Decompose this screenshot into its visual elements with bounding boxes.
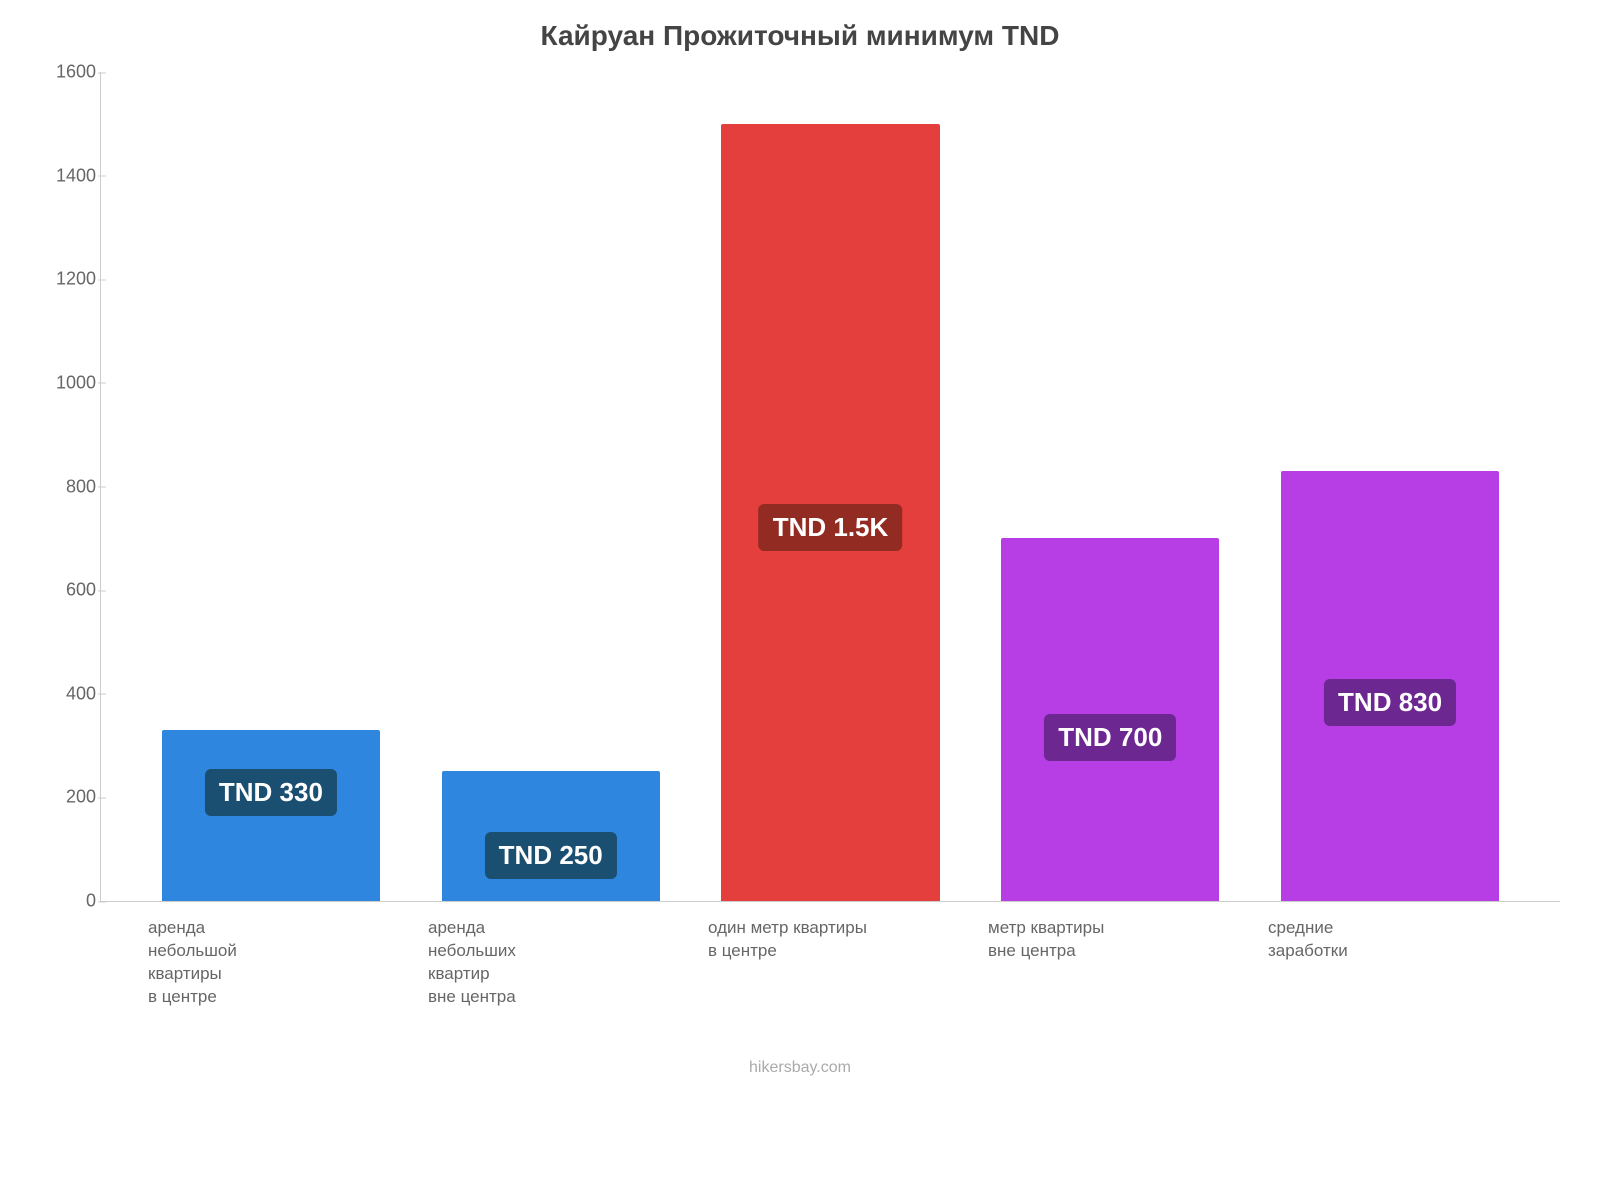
bar-slot: TND 1.5K xyxy=(691,72,971,901)
y-tick-label: 600 xyxy=(41,580,96,601)
x-axis: аренда небольшой квартиры в центреаренда… xyxy=(100,902,1560,1009)
y-tick-label: 200 xyxy=(41,787,96,808)
bar-value-label: TND 830 xyxy=(1324,679,1456,726)
bar-value-label: TND 1.5K xyxy=(759,504,903,551)
bar: TND 830 xyxy=(1281,471,1499,901)
bar: TND 330 xyxy=(162,730,380,901)
y-axis: 02004006008001000120014001600 xyxy=(41,72,96,901)
y-tick-label: 1600 xyxy=(41,62,96,83)
y-tick-label: 0 xyxy=(41,891,96,912)
bar-slot: TND 700 xyxy=(970,72,1250,901)
x-category-label: средние заработки xyxy=(1250,902,1530,1009)
bar: TND 1.5K xyxy=(721,124,939,901)
chart-title: Кайруан Прожиточный минимум TND xyxy=(20,20,1580,52)
y-tick-label: 1200 xyxy=(41,269,96,290)
x-category-label: аренда небольших квартир вне центра xyxy=(410,902,690,1009)
bar-slot: TND 830 xyxy=(1250,72,1530,901)
attribution-text: hikersbay.com xyxy=(20,1059,1580,1077)
y-tick-label: 800 xyxy=(41,476,96,497)
chart-container: Кайруан Прожиточный минимум TND 02004006… xyxy=(20,20,1580,1120)
y-tick-label: 400 xyxy=(41,683,96,704)
bar-value-label: TND 330 xyxy=(205,769,337,816)
plot-area: 02004006008001000120014001600 TND 330TND… xyxy=(100,72,1560,902)
bars-region: TND 330 TND 250 TND 1.5K TND 700 TND 830 xyxy=(101,72,1560,901)
bar-slot: TND 330 xyxy=(131,72,411,901)
bar-slot: TND 250 xyxy=(411,72,691,901)
bar: TND 700 xyxy=(1001,538,1219,901)
y-tick-label: 1400 xyxy=(41,165,96,186)
x-category-label: аренда небольшой квартиры в центре xyxy=(130,902,410,1009)
x-category-label: метр квартиры вне центра xyxy=(970,902,1250,1009)
bar: TND 250 xyxy=(442,771,660,901)
bar-value-label: TND 250 xyxy=(485,832,617,879)
y-tick-label: 1000 xyxy=(41,372,96,393)
bar-value-label: TND 700 xyxy=(1044,714,1176,761)
x-category-label: один метр квартиры в центре xyxy=(690,902,970,1009)
